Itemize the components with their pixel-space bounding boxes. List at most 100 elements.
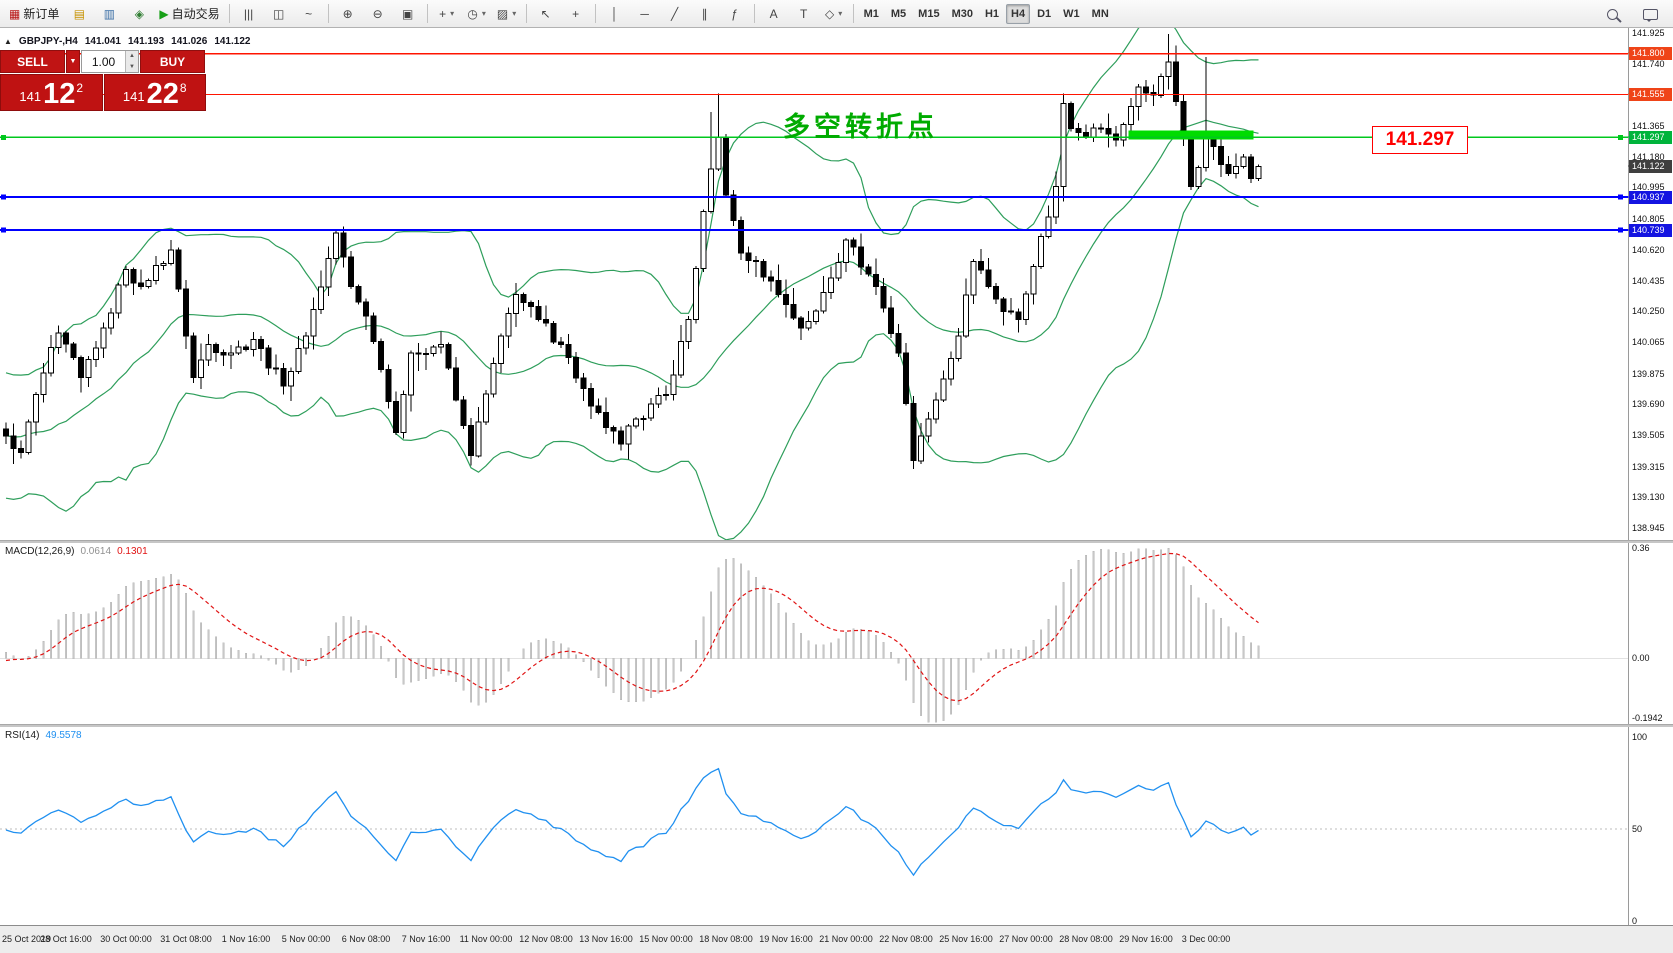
horizontal-level-lines[interactable]	[0, 53, 1628, 233]
shapes-icon: ◇	[824, 6, 835, 21]
sell-button[interactable]: SELL	[0, 50, 65, 73]
timeframe-m30-button[interactable]: M30	[951, 7, 973, 20]
timeframe-m15-button[interactable]: M15	[918, 7, 940, 20]
fibonacci-button[interactable]: ƒ	[721, 2, 749, 26]
support-line-140937-handle	[1, 194, 6, 200]
tile-windows-button[interactable]: ▣	[394, 2, 422, 26]
rsi-plot[interactable]	[0, 727, 1628, 925]
toolbar-separator	[228, 4, 230, 23]
zoom-out-button[interactable]: ⊖	[364, 2, 392, 26]
label-button[interactable]: T	[790, 2, 818, 26]
indicators-button-dropdown-icon[interactable]: ▾	[450, 9, 455, 18]
trade-controls-row: SELL ▼ 1.00 ▲ ▼ BUY	[0, 50, 206, 73]
toolbar-separator	[525, 4, 527, 23]
shapes-button[interactable]: ◇ ▾	[820, 2, 848, 26]
time-axis-label: 19 Nov 16:00	[759, 934, 813, 944]
price-axis-label: 140.995	[1632, 182, 1665, 193]
templates-button[interactable]: ▨ ▾	[493, 2, 521, 26]
zoom-in-button[interactable]: ⊕	[334, 2, 362, 26]
main-chart-plot[interactable]	[0, 28, 1628, 540]
price-callout-label[interactable]: 141.297	[1372, 126, 1468, 154]
cursor-button[interactable]: ↖	[532, 2, 560, 26]
ohlc-high: 141.193	[128, 36, 165, 47]
shapes-button-dropdown-icon[interactable]: ▾	[838, 9, 843, 18]
sell-price-button[interactable]: 141 12 2	[0, 74, 103, 111]
time-axis-label: 29 Nov 16:00	[1119, 934, 1173, 944]
bar-chart-button[interactable]: |||	[235, 2, 263, 26]
price-axis-label: 140.065	[1632, 336, 1665, 347]
panel-splitter[interactable]	[0, 724, 1673, 727]
rsi-line	[5, 767, 1259, 877]
volume-down-icon[interactable]: ▼	[129, 63, 135, 70]
navigator-icon: ◈	[134, 6, 144, 21]
buy-price-big: 22	[146, 78, 179, 110]
time-axis-label: 7 Nov 16:00	[401, 934, 451, 944]
candles	[3, 33, 1262, 469]
templates-button-dropdown-icon[interactable]: ▾	[512, 9, 517, 18]
price-axis-label: 139.690	[1632, 399, 1665, 410]
data-window-button[interactable]: ▥	[95, 2, 123, 26]
timeframe-mn-button[interactable]: MN	[1091, 7, 1109, 20]
channel-button[interactable]: ∥	[691, 2, 719, 26]
volume-up-icon[interactable]: ▲	[129, 53, 135, 60]
timeframe-h1-button[interactable]: H1	[984, 7, 1000, 20]
chat-button[interactable]	[1636, 2, 1664, 26]
indicators-button[interactable]: + ▾	[433, 2, 461, 26]
autotrading-button[interactable]: ▶ 自动交易	[155, 2, 223, 26]
toolbar-right	[1597, 0, 1665, 28]
periods-button[interactable]: ◷ ▾	[463, 2, 491, 26]
highlight-zone-rect[interactable]	[1128, 130, 1254, 140]
sell-options-button[interactable]: ▼	[66, 50, 80, 73]
time-axis-label: 27 Nov 00:00	[999, 934, 1053, 944]
buy-button[interactable]: BUY	[140, 50, 205, 73]
price-level-label-141.800[interactable]: 141.800	[1628, 47, 1672, 61]
vertical-line-icon: │	[610, 6, 619, 21]
volume-field[interactable]: 1.00 ▲ ▼	[81, 50, 139, 73]
time-axis[interactable]: 25 Oct 2019 28 Oct 16:00 30 Oct 00:00 31 Oc…	[0, 925, 1673, 953]
timeframe-h4-button[interactable]: H4	[1006, 3, 1031, 24]
fibonacci-icon: ƒ	[731, 6, 738, 21]
macd-plot[interactable]	[0, 543, 1628, 724]
search-button[interactable]	[1598, 2, 1626, 26]
zoom-out-icon: ⊖	[372, 6, 383, 21]
price-level-label-141.122[interactable]: 141.122	[1628, 159, 1672, 173]
horizontal-line-button[interactable]: ─	[631, 2, 659, 26]
collapse-panel-icon[interactable]: ▲	[4, 37, 12, 46]
timeframe-d1-button[interactable]: D1	[1037, 7, 1052, 20]
trendline-button[interactable]: ╱	[661, 2, 689, 26]
periods-button-dropdown-icon[interactable]: ▾	[481, 9, 486, 18]
price-level-label-140.739[interactable]: 140.739	[1628, 223, 1672, 237]
candlestick-chart-button[interactable]: ◫	[265, 2, 293, 26]
volume-value[interactable]: 1.00	[91, 54, 116, 69]
pivot-line-141297-handle	[1, 134, 6, 140]
channel-icon: ∥	[701, 6, 708, 21]
timeframe-m1-button[interactable]: M1	[863, 7, 879, 20]
text-button[interactable]: A	[760, 2, 788, 26]
crosshair-icon: +	[572, 6, 580, 21]
navigator-button[interactable]: ◈	[125, 2, 153, 26]
price-level-label-140.937[interactable]: 140.937	[1628, 190, 1672, 204]
autotrading-button-label: 自动交易	[171, 7, 220, 21]
toolbar-separator	[753, 4, 755, 23]
price-level-label-141.555[interactable]: 141.555	[1628, 87, 1672, 101]
sell-price-sup: 2	[76, 81, 84, 95]
vertical-line-button[interactable]: │	[601, 2, 629, 26]
market-watch-button[interactable]: ▤	[65, 2, 93, 26]
support-line-140937-handle	[1618, 194, 1623, 200]
ohlc-close: 141.122	[214, 36, 251, 47]
rsi-axis-label: 0	[1632, 916, 1638, 925]
crosshair-button[interactable]: +	[562, 2, 590, 26]
new-order-button[interactable]: ▦ 新订单	[5, 2, 63, 26]
price-axis[interactable]: 141.925 141.740 141.555 141.365 141.180 140.9…	[1628, 28, 1673, 540]
timeframe-m5-button[interactable]: M5	[890, 7, 907, 20]
panel-splitter[interactable]	[0, 540, 1673, 543]
chart-ohlc-header: ▲ GBPJPY-,H4 141.041 141.193 141.026 141…	[4, 36, 250, 47]
buy-price-button[interactable]: 141 22 8	[103, 74, 206, 111]
price-level-label-141.297[interactable]: 141.297	[1628, 130, 1672, 144]
one-click-trading-panel: SELL ▼ 1.00 ▲ ▼ BUY 141 12	[0, 50, 206, 111]
toolbar-separator	[426, 4, 428, 23]
line-chart-button[interactable]: ~	[295, 2, 323, 26]
timeframe-w1-button[interactable]: W1	[1063, 7, 1080, 20]
chart-annotation-text[interactable]: 多空转折点	[783, 112, 938, 142]
zoom-in-icon: ⊕	[342, 6, 353, 21]
